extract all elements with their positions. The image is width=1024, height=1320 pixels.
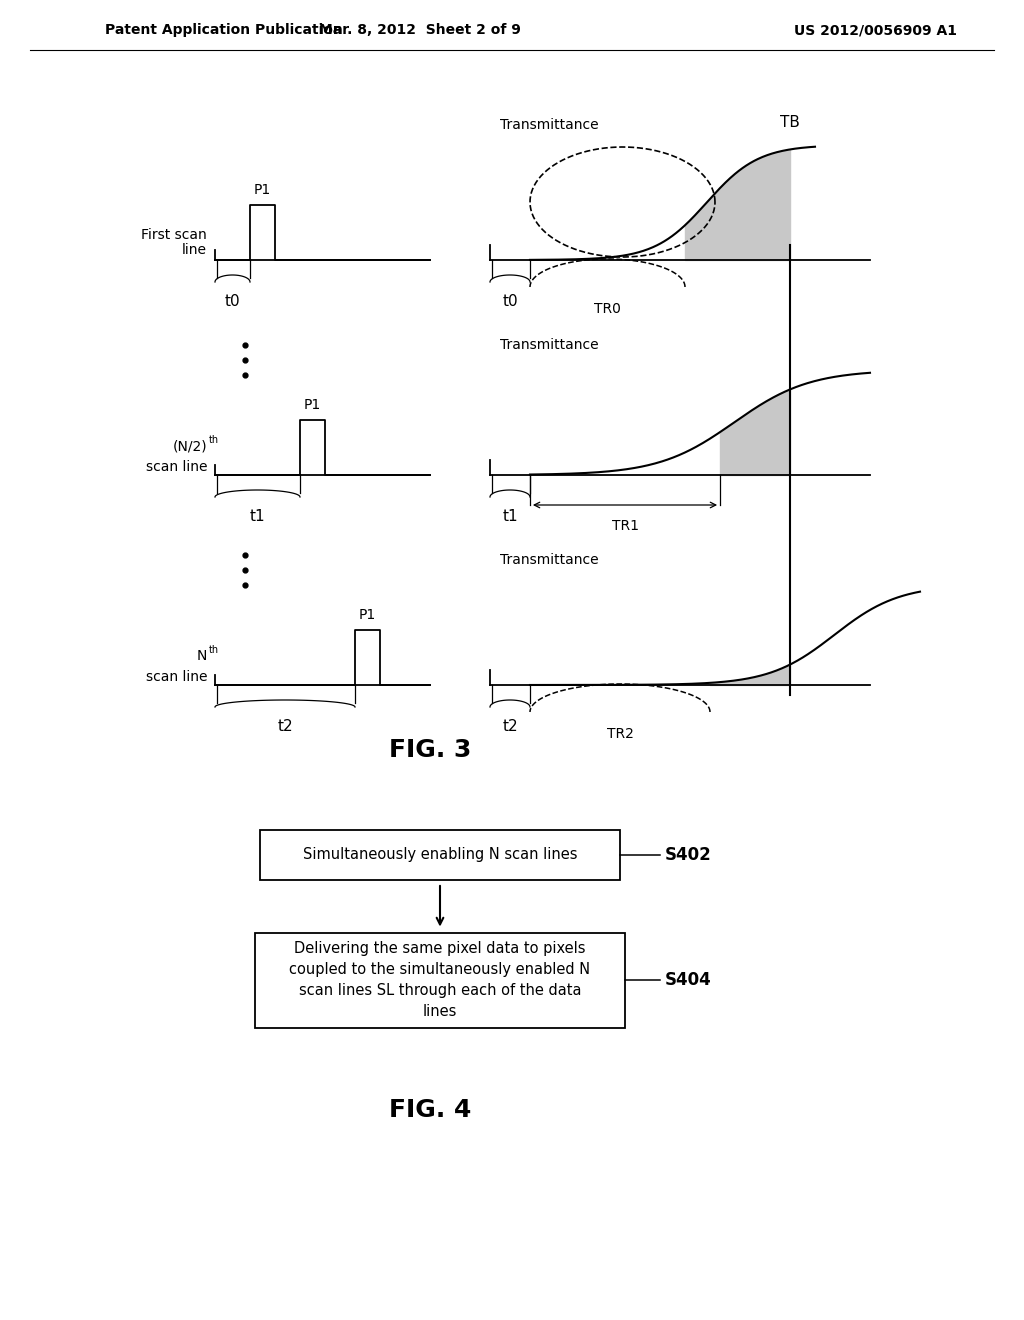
Text: FIG. 4: FIG. 4: [389, 1098, 471, 1122]
Bar: [260, 830, 620, 880]
Text: TR0: TR0: [594, 302, 621, 315]
Text: FIG. 3: FIG. 3: [389, 738, 471, 762]
Text: TB: TB: [780, 115, 800, 129]
Text: t2: t2: [502, 719, 518, 734]
Text: scan line: scan line: [145, 459, 207, 474]
Text: Delivering the same pixel data to pixels
coupled to the simultaneously enabled N: Delivering the same pixel data to pixels…: [290, 941, 591, 1019]
Text: t1: t1: [250, 510, 265, 524]
Text: th: th: [209, 436, 219, 445]
Text: S402: S402: [665, 846, 712, 865]
Text: N: N: [197, 649, 207, 663]
Text: TR1: TR1: [611, 519, 639, 533]
Text: t0: t0: [502, 294, 518, 309]
Text: Transmittance: Transmittance: [500, 338, 599, 352]
Text: Transmittance: Transmittance: [500, 117, 599, 132]
Text: First scan: First scan: [141, 228, 207, 242]
Bar: [255, 932, 625, 1027]
Text: th: th: [209, 645, 219, 655]
Text: TR2: TR2: [606, 727, 634, 741]
Text: Patent Application Publication: Patent Application Publication: [105, 22, 343, 37]
Text: t0: t0: [224, 294, 241, 309]
Text: P1: P1: [254, 183, 271, 197]
Text: scan line: scan line: [145, 671, 207, 684]
Text: P1: P1: [358, 609, 376, 622]
Text: Mar. 8, 2012  Sheet 2 of 9: Mar. 8, 2012 Sheet 2 of 9: [319, 22, 521, 37]
Text: t1: t1: [502, 510, 518, 524]
Text: t2: t2: [278, 719, 293, 734]
Text: S404: S404: [665, 972, 712, 989]
Text: (N/2): (N/2): [172, 440, 207, 453]
Text: line: line: [182, 243, 207, 257]
Text: US 2012/0056909 A1: US 2012/0056909 A1: [794, 22, 956, 37]
Text: Simultaneously enabling N scan lines: Simultaneously enabling N scan lines: [303, 847, 578, 862]
Text: Transmittance: Transmittance: [500, 553, 599, 568]
Text: P1: P1: [304, 399, 322, 412]
